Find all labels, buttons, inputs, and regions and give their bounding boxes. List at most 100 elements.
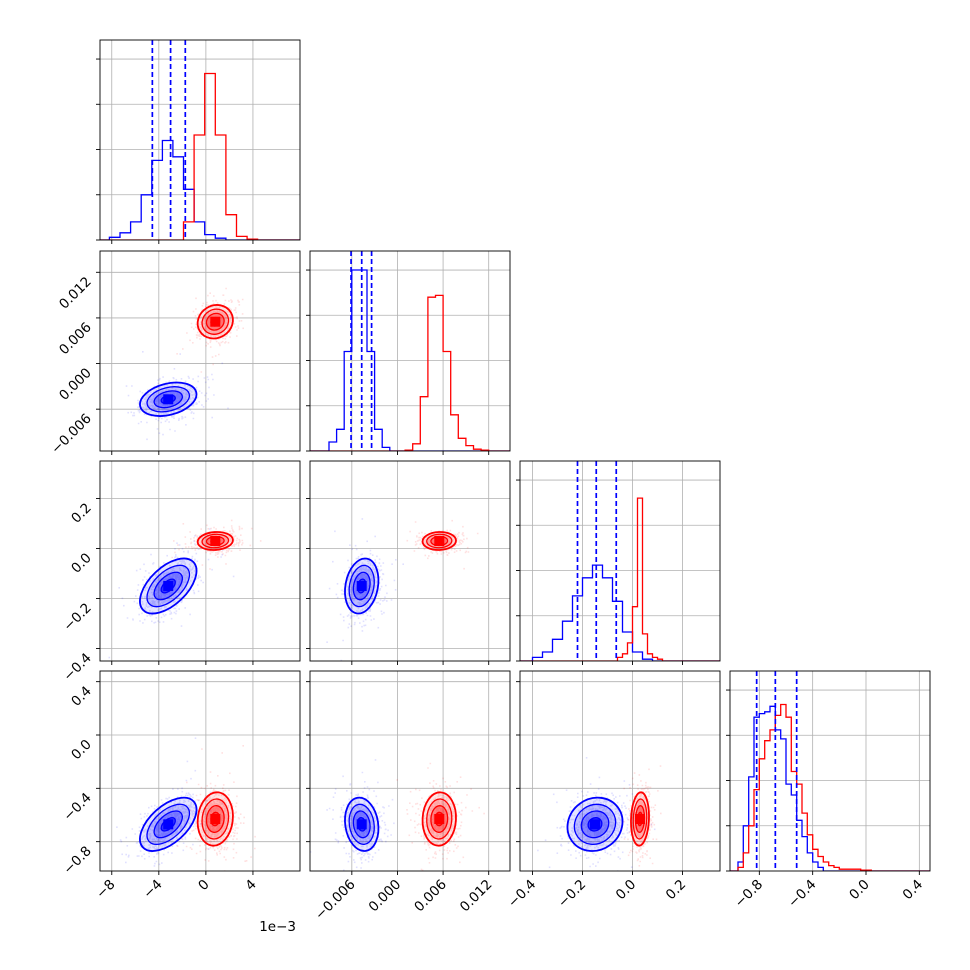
panel-frame-1-0 xyxy=(99,250,301,452)
panel-frame-2-0 xyxy=(99,460,301,662)
histogram-panel-0 xyxy=(100,72,300,240)
density-contour-0-2-1-0 xyxy=(344,557,380,615)
density-contour-1-2-0-1 xyxy=(201,533,230,549)
panel-grid-1-0 xyxy=(100,251,300,451)
histogram-panel-3 xyxy=(730,703,930,871)
density-contour-0-2-0-2 xyxy=(153,571,184,601)
histogram-0-0 xyxy=(100,139,300,240)
panel-frame-3-0 xyxy=(99,670,301,872)
density-contour-1-3-1-1 xyxy=(426,798,453,840)
density-contour-1-3-0-2 xyxy=(205,805,225,833)
histogram-0-1 xyxy=(310,269,510,451)
x-tick-label-2-0: −0.4 xyxy=(505,877,539,911)
x-tick-label-0-3: 4 xyxy=(242,877,259,894)
density-contour-0-1-0-0 xyxy=(139,381,198,417)
density-contour-0-3-1-1 xyxy=(348,803,375,845)
density-contour-0-3-2-2 xyxy=(580,810,610,839)
y-tick-label-3-2: 0.0 xyxy=(68,737,95,764)
scatter-points-0-3-1 xyxy=(310,759,395,871)
histogram-1-2 xyxy=(520,497,720,661)
panel-frame-1-1 xyxy=(309,250,511,452)
panel-grid-3-3 xyxy=(730,671,930,871)
scatter-points-0-2-0 xyxy=(108,528,235,659)
density-contour-0-3-0-3 xyxy=(160,817,176,832)
density-contour-1-2-0-2 xyxy=(205,535,225,547)
scatter-points-0-1-0 xyxy=(125,351,229,441)
density-core-1-2-1 xyxy=(434,536,445,546)
panel-grid-0-0 xyxy=(100,40,300,240)
x-tick-label-3-1: −0.4 xyxy=(785,877,819,911)
density-contour-1-3-2-0 xyxy=(630,791,650,847)
y-tick-label-1-0: −0.006 xyxy=(48,411,95,458)
density-core-0-2-0 xyxy=(163,581,174,591)
density-contour-0-2-1-3 xyxy=(356,578,367,594)
x-tick-label-1-2: 0.006 xyxy=(411,877,450,916)
histogram-panel-2 xyxy=(520,497,720,661)
marks-layer xyxy=(100,40,930,871)
y-tick-label-1-2: 0.006 xyxy=(56,319,95,358)
grid-layer xyxy=(100,40,930,871)
density-core-1-3-1 xyxy=(434,814,445,824)
y-tick-label-3-1: −0.4 xyxy=(60,790,94,824)
scatter-3-0 xyxy=(100,737,256,871)
y-tick-label-2-0: −0.4 xyxy=(60,650,94,684)
x-tick-label-3-2: 0.0 xyxy=(846,877,873,904)
density-core-1-1-0 xyxy=(210,316,221,327)
panel-frame-3-2 xyxy=(519,670,721,872)
density-contour-0-3-2-3 xyxy=(587,817,603,832)
density-3-2 xyxy=(566,791,650,852)
y-tick-label-2-1: −0.2 xyxy=(60,600,94,634)
density-contour-1-2-1-2 xyxy=(430,535,449,547)
density-contour-1-3-2-1 xyxy=(632,798,648,840)
x-tick-label-3-3: 0.4 xyxy=(900,877,927,904)
density-core-1-3-0 xyxy=(210,814,221,824)
density-contour-0-3-1-3 xyxy=(356,817,367,832)
panel-grid-2-0 xyxy=(100,461,300,661)
density-core-1-2-0 xyxy=(210,536,221,546)
x-offset-label-0: 1e−3 xyxy=(259,919,296,935)
x-tick-label-2-2: 0.0 xyxy=(613,877,640,904)
density-contour-1-1-0-0 xyxy=(196,304,234,340)
density-layer xyxy=(139,304,650,852)
panel-frame-3-1 xyxy=(309,670,511,872)
x-tick-label-0-0: −8 xyxy=(93,877,118,902)
y-tick-label-2-2: 0.0 xyxy=(68,550,95,577)
density-contour-1-3-0-1 xyxy=(201,798,230,840)
panel-grid-2-2 xyxy=(520,461,720,661)
y-tick-label-1-1: 0.000 xyxy=(56,365,95,404)
scatter-points-1-3-0 xyxy=(176,745,256,871)
density-core-0-2-1 xyxy=(356,581,367,591)
density-contour-1-1-0-1 xyxy=(201,308,230,335)
histogram-panel-1 xyxy=(310,269,510,451)
density-contour-1-2-1-1 xyxy=(426,533,453,549)
density-contour-0-3-1-0 xyxy=(344,796,380,852)
density-contour-1-2-0-0 xyxy=(196,531,234,551)
density-contour-1-3-1-0 xyxy=(421,791,457,847)
x-tick-label-1-3: 0.012 xyxy=(457,877,496,916)
density-contour-1-1-0-2 xyxy=(205,312,225,331)
panel-grid-3-1 xyxy=(310,671,510,871)
scatter-points-0-3-2 xyxy=(537,757,656,871)
y-tick-label-3-3: 0.4 xyxy=(68,683,95,710)
density-contour-0-2-1-1 xyxy=(348,564,375,608)
density-contour-0-2-0-1 xyxy=(146,564,191,608)
y-tick-label-2-3: 0.2 xyxy=(68,500,95,527)
panel-frame-2-1 xyxy=(309,460,511,662)
y-tick-label-1-3: 0.012 xyxy=(56,274,95,313)
histogram-1-1 xyxy=(310,294,510,451)
x-tick-label-2-1: −0.2 xyxy=(555,877,589,911)
y-tick-label-3-0: −0.8 xyxy=(60,843,94,877)
panel-grid-3-0 xyxy=(100,671,300,871)
density-2-0 xyxy=(139,531,234,615)
density-contour-1-3-0-0 xyxy=(196,791,234,847)
density-contour-0-2-1-2 xyxy=(352,571,371,601)
density-1-0 xyxy=(139,304,234,417)
density-contour-0-3-0-2 xyxy=(153,810,184,839)
histogram-0-2 xyxy=(520,564,720,661)
density-contour-0-3-2-0 xyxy=(566,796,624,852)
frame-layer xyxy=(96,39,931,875)
density-contour-1-3-1-2 xyxy=(430,805,449,833)
x-tick-label-0-2: 0 xyxy=(195,877,212,894)
density-contour-0-3-1-2 xyxy=(352,810,371,839)
